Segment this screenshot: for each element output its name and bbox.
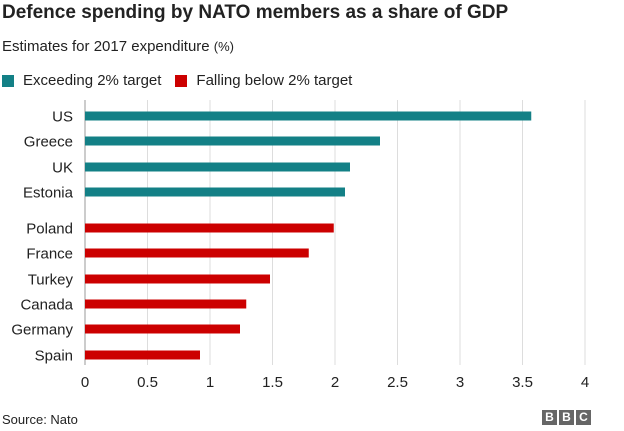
legend-swatch-below bbox=[175, 74, 188, 87]
category-label: Poland bbox=[26, 221, 73, 238]
x-tick-label: 4 bbox=[581, 374, 589, 391]
x-tick-label: 3.5 bbox=[512, 374, 533, 391]
bar bbox=[85, 187, 345, 197]
legend-item-below: Falling below 2% target bbox=[175, 72, 352, 89]
category-label: Estonia bbox=[23, 185, 74, 202]
x-axis-tick-labels: 0 0.5 1 1.5 2 2.5 3 3.5 4 bbox=[81, 374, 589, 391]
bbc-logo-letter: B bbox=[559, 410, 574, 425]
subtitle-unit: (%) bbox=[213, 39, 235, 54]
bar bbox=[85, 162, 350, 172]
source-note: Source: Nato bbox=[2, 412, 78, 427]
bbc-logo-letter: B bbox=[542, 410, 557, 425]
x-tick-label: 3 bbox=[456, 374, 464, 391]
bar bbox=[85, 248, 309, 258]
bar-layer bbox=[85, 111, 532, 360]
subtitle-text: Estimates for 2017 expenditure bbox=[2, 38, 210, 55]
category-label: Turkey bbox=[28, 272, 74, 289]
bbc-logo-letter: C bbox=[576, 410, 591, 425]
legend-label-exceeding: Exceeding 2% target bbox=[23, 72, 162, 89]
category-label: France bbox=[26, 246, 73, 263]
legend-label-below: Falling below 2% target bbox=[196, 72, 353, 89]
legend-swatch-exceeding bbox=[2, 74, 14, 87]
bar bbox=[85, 274, 270, 284]
bbc-logo: B B C bbox=[540, 410, 591, 425]
chart-title: Defence spending by NATO members as a sh… bbox=[2, 2, 509, 23]
category-label: Greece bbox=[24, 134, 73, 151]
category-label: Germany bbox=[11, 322, 73, 339]
category-label-layer: US Greece UK Estonia Poland France Turkey Canad… bbox=[11, 109, 73, 365]
x-tick-label: 0.5 bbox=[137, 374, 158, 391]
category-label: UK bbox=[52, 160, 73, 177]
legend-item-exceeding: Exceeding 2% target bbox=[2, 72, 161, 89]
x-tick-label: 1.5 bbox=[262, 374, 283, 391]
bar bbox=[85, 299, 247, 309]
chart-legend: Exceeding 2% target Falling below 2% tar… bbox=[2, 72, 366, 89]
bar bbox=[85, 223, 334, 233]
chart-subtitle: Estimates for 2017 expenditure (%) bbox=[2, 38, 234, 55]
x-tick-label: 2 bbox=[331, 374, 339, 391]
bar bbox=[85, 324, 240, 334]
category-label: Canada bbox=[20, 297, 73, 314]
category-label: US bbox=[52, 109, 73, 126]
x-tick-label: 0 bbox=[81, 374, 89, 391]
category-label: Spain bbox=[35, 348, 73, 365]
bar bbox=[85, 350, 200, 360]
x-tick-label: 2.5 bbox=[387, 374, 408, 391]
bar bbox=[85, 111, 532, 121]
bar bbox=[85, 136, 380, 146]
x-tick-label: 1 bbox=[206, 374, 214, 391]
